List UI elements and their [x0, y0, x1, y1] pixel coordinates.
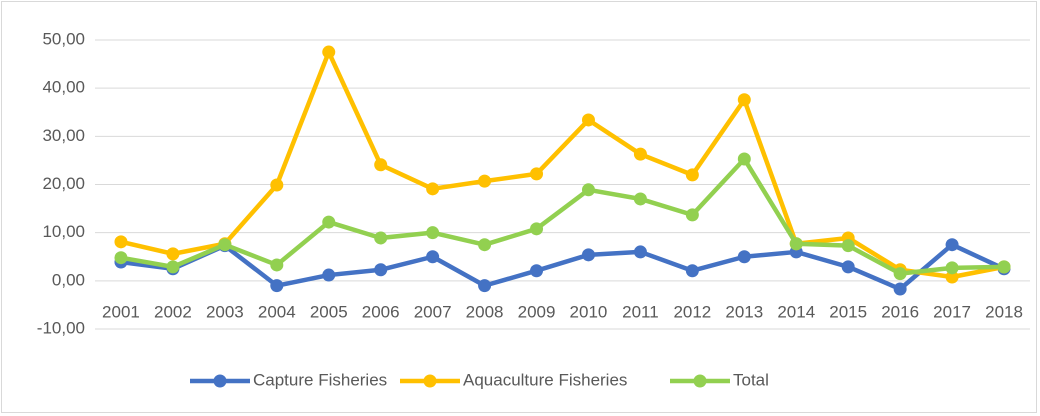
x-tick-label: 2014: [777, 302, 815, 321]
x-tick-label: 2013: [725, 302, 763, 321]
y-tick-label: 40,00: [42, 78, 85, 97]
marker: [581, 183, 595, 197]
marker: [270, 258, 284, 272]
x-tick-label: 2004: [258, 302, 296, 321]
marker: [530, 222, 544, 236]
marker: [114, 251, 128, 265]
marker: [218, 238, 232, 252]
x-tick-label: 2006: [362, 302, 400, 321]
marker: [737, 93, 751, 107]
x-tick-label: 2016: [881, 302, 919, 321]
series-line: [120, 156, 1005, 276]
x-tick-label: 2001: [102, 302, 140, 321]
legend-label: Total: [733, 370, 769, 389]
marker: [478, 279, 492, 293]
marker: [426, 250, 440, 264]
marker: [374, 158, 388, 172]
marker: [997, 260, 1011, 274]
marker: [633, 192, 647, 206]
marker: [530, 264, 544, 278]
marker: [945, 238, 959, 252]
x-tick-label: 2002: [154, 302, 192, 321]
marker: [530, 167, 544, 181]
marker: [581, 248, 595, 262]
x-tick-label: 2012: [673, 302, 711, 321]
marker: [685, 208, 699, 222]
x-tick-label: 2005: [310, 302, 348, 321]
x-tick-label: 2003: [206, 302, 244, 321]
marker: [893, 267, 907, 281]
marker: [270, 178, 284, 192]
y-tick-label: 30,00: [42, 126, 85, 145]
marker: [633, 245, 647, 259]
marker: [737, 152, 751, 166]
marker: [374, 263, 388, 277]
marker: [945, 261, 959, 275]
x-tick-label: 2011: [622, 302, 659, 321]
marker: [478, 238, 492, 252]
y-tick-label: 20,00: [42, 174, 85, 193]
marker: [322, 45, 336, 59]
marker: [685, 168, 699, 182]
marker: [581, 113, 595, 127]
marker: [270, 279, 284, 293]
legend-label: Capture Fisheries: [253, 370, 387, 389]
x-tick-label: 2017: [933, 302, 971, 321]
legend-marker: [423, 374, 437, 388]
y-tick-label: 10,00: [42, 222, 85, 241]
x-tick-label: 2007: [414, 302, 452, 321]
legend-label: Aquaculture Fisheries: [463, 370, 627, 389]
y-tick-label: 50,00: [42, 29, 85, 48]
series-line: [120, 242, 1005, 292]
x-tick-label: 2010: [570, 302, 608, 321]
legend-marker: [213, 374, 227, 388]
marker: [322, 215, 336, 229]
marker: [426, 226, 440, 240]
marker: [789, 237, 803, 251]
marker: [685, 264, 699, 278]
x-tick-label: 2018: [985, 302, 1023, 321]
x-tick-label: 2009: [518, 302, 556, 321]
legend-marker: [693, 374, 707, 388]
marker: [841, 260, 855, 274]
marker: [114, 235, 128, 249]
marker: [166, 247, 180, 261]
series-line: [120, 49, 1005, 280]
marker: [893, 282, 907, 296]
x-tick-label: 2015: [829, 302, 867, 321]
x-tick-label: 2008: [466, 302, 504, 321]
y-tick-label: -10,00: [37, 318, 85, 337]
y-tick-label: 0,00: [52, 270, 85, 289]
marker: [841, 239, 855, 253]
marker: [737, 250, 751, 264]
marker: [374, 231, 388, 245]
marker: [945, 270, 959, 284]
marker: [426, 182, 440, 196]
marker: [166, 260, 180, 274]
marker: [322, 268, 336, 282]
marker: [478, 174, 492, 188]
marker: [633, 147, 647, 161]
